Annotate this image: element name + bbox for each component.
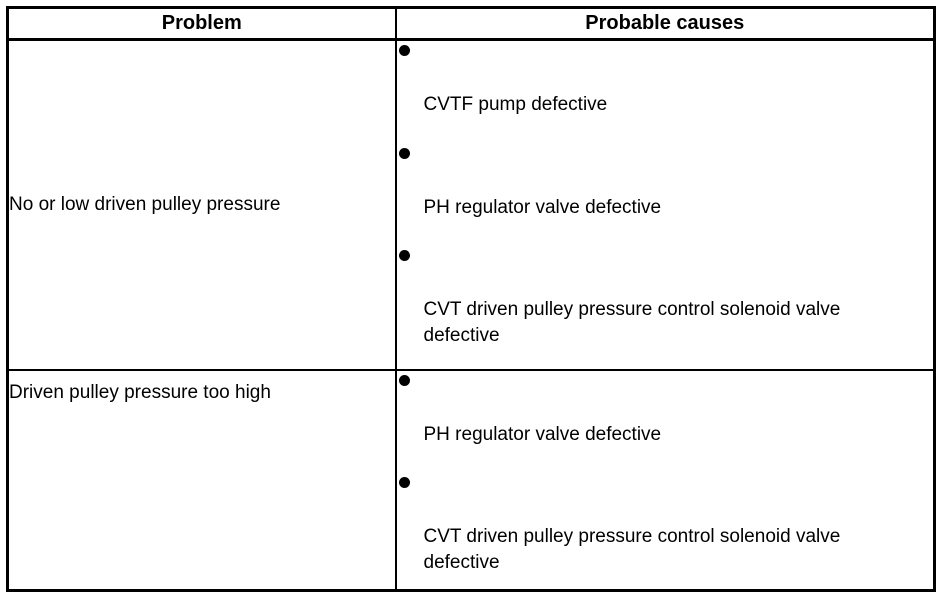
cause-item: CVT driven pulley pressure control solen… <box>397 477 934 575</box>
table-row: No or low driven pulley pressure CVTF pu… <box>6 38 936 371</box>
bullet-icon <box>398 374 410 386</box>
column-header-problem: Problem <box>6 6 397 41</box>
cause-text: PH regulator valve defective <box>423 423 662 445</box>
cause-text: CVT driven pulley pressure control solen… <box>423 526 841 573</box>
causes-cell: CVTF pump defective PH regulator valve d… <box>394 38 936 371</box>
cause-text: CVT driven pulley pressure control solen… <box>423 299 841 346</box>
table-row: Driven pulley pressure too high PH regul… <box>6 368 936 592</box>
table-header-row: Problem Probable causes <box>6 6 936 41</box>
column-header-probable-causes: Probable causes <box>394 6 936 41</box>
bullet-icon <box>398 477 410 489</box>
cause-item: CVT driven pulley pressure control solen… <box>397 250 934 348</box>
bullet-icon <box>398 45 410 56</box>
cause-text: CVTF pump defective <box>423 94 608 115</box>
bullet-icon <box>398 250 410 262</box>
problem-cell: No or low driven pulley pressure <box>6 38 397 371</box>
document-page: Problem Probable causes No or low driven… <box>6 6 936 592</box>
cause-item: PH regulator valve defective <box>397 147 934 221</box>
bullet-icon <box>398 147 410 159</box>
cause-text: PH regulator valve defective <box>423 196 662 218</box>
causes-cell: PH regulator valve defective CVT driven … <box>394 368 936 592</box>
cause-item: PH regulator valve defective <box>397 374 934 448</box>
problem-cell: Driven pulley pressure too high <box>6 368 397 592</box>
cause-item: CVTF pump defective <box>397 45 934 118</box>
troubleshooting-table: Problem Probable causes No or low driven… <box>6 6 936 592</box>
